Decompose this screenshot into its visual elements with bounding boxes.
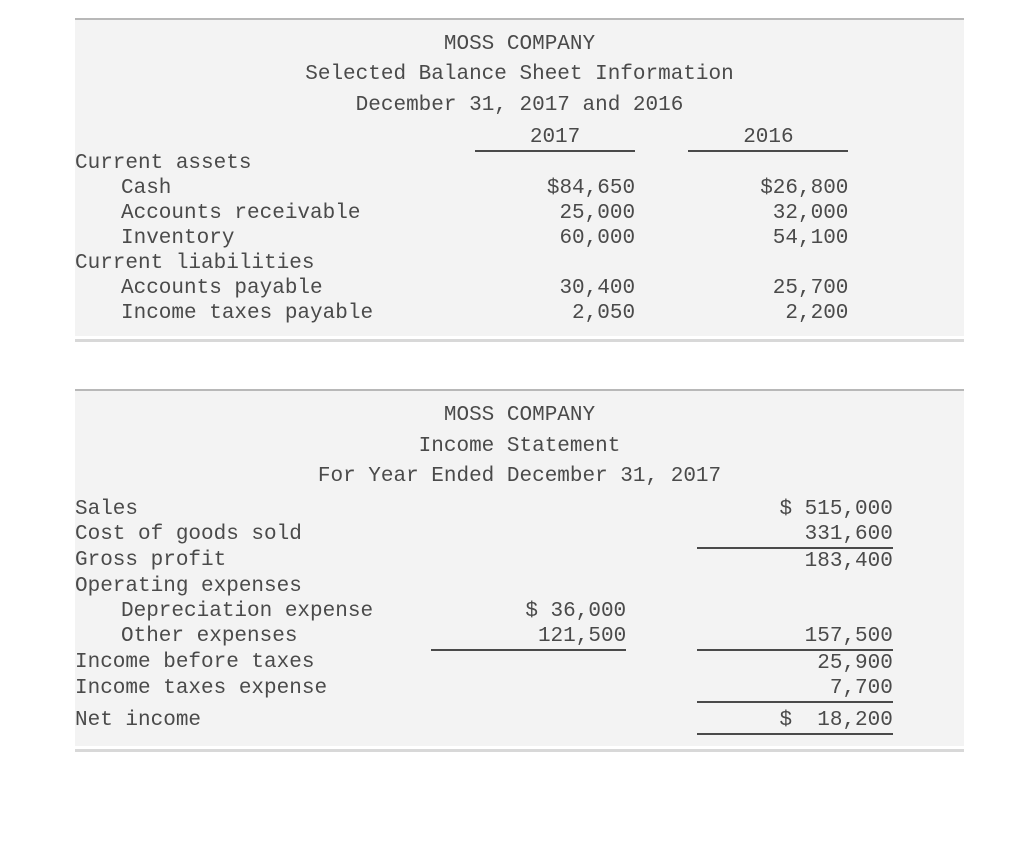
depreciation-sub: $ 36,000 [431,599,627,624]
table-row: Net income $ 18,200 [75,702,964,734]
is-title: Income Statement [75,432,964,462]
other-exp-sub: 121,500 [431,624,627,650]
table-row: Cash $84,650 $26,800 [75,176,964,201]
table-row: Gross profit 183,400 [75,548,964,574]
itp-label: Income taxes payable [75,301,475,326]
opex-label: Operating expenses [75,574,431,599]
ap-label: Accounts payable [75,276,475,301]
bs-period: December 31, 2017 and 2016 [75,91,964,121]
table-row: Operating expenses [75,574,964,599]
sales-label: Sales [75,497,431,522]
cash-label: Cash [75,176,475,201]
ap-2017: 30,400 [475,276,635,301]
table-row: Income before taxes 25,900 [75,650,964,676]
balance-sheet-table: 2017 2016 Current assets Cash $84,650 $2… [75,125,964,336]
bs-title: Selected Balance Sheet Information [75,60,964,90]
ibt-label: Income before taxes [75,650,431,676]
bs-col-2017: 2017 [475,125,635,151]
ibt-amount: 25,900 [697,650,893,676]
table-row: Income taxes expense 7,700 [75,676,964,702]
table-row: Inventory 60,000 54,100 [75,226,964,251]
ar-2017: 25,000 [475,201,635,226]
income-statement-header: MOSS COMPANY Income Statement For Year E… [75,391,964,496]
net-income-amount: $ 18,200 [697,702,893,734]
income-statement-panel: MOSS COMPANY Income Statement For Year E… [75,389,964,748]
ap-2016: 25,700 [688,276,848,301]
table-row: Other expenses 121,500 157,500 [75,624,964,650]
tax-exp-label: Income taxes expense [75,676,431,702]
table-row: Depreciation expense $ 36,000 [75,599,964,624]
gross-profit-label: Gross profit [75,548,431,574]
other-exp-label: Other expenses [75,624,431,650]
table-row: Income taxes payable 2,050 2,200 [75,301,964,326]
income-statement-table: Sales $ 515,000 Cost of goods sold 331,6… [75,497,964,746]
depreciation-label: Depreciation expense [75,599,431,624]
bs-company: MOSS COMPANY [75,30,964,60]
balance-sheet-header: MOSS COMPANY Selected Balance Sheet Info… [75,20,964,125]
table-row: Cost of goods sold 331,600 [75,522,964,548]
is-period: For Year Ended December 31, 2017 [75,462,964,492]
is-company: MOSS COMPANY [75,401,964,431]
cash-2017: $84,650 [475,176,635,201]
bs-col-2016: 2016 [688,125,848,151]
cogs-amount: 331,600 [697,522,893,548]
inventory-2016: 54,100 [688,226,848,251]
table-row: Accounts receivable 25,000 32,000 [75,201,964,226]
cash-2016: $26,800 [688,176,848,201]
table-row: Accounts payable 30,400 25,700 [75,276,964,301]
itp-2017: 2,050 [475,301,635,326]
tax-exp-amount: 7,700 [697,676,893,702]
bs-column-header-row: 2017 2016 [75,125,964,151]
table-row: Current liabilities [75,251,964,276]
inventory-label: Inventory [75,226,475,251]
inventory-2017: 60,000 [475,226,635,251]
gross-profit-amount: 183,400 [697,548,893,574]
section-current-liabilities: Current liabilities [75,251,475,276]
ar-2016: 32,000 [688,201,848,226]
ar-label: Accounts receivable [75,201,475,226]
table-row: Current assets [75,151,964,176]
table-row: Sales $ 515,000 [75,497,964,522]
itp-2016: 2,200 [688,301,848,326]
cogs-label: Cost of goods sold [75,522,431,548]
sales-amount: $ 515,000 [697,497,893,522]
net-income-label: Net income [75,702,431,734]
balance-sheet-panel: MOSS COMPANY Selected Balance Sheet Info… [75,18,964,339]
section-current-assets: Current assets [75,151,475,176]
other-exp-amount: 157,500 [697,624,893,650]
